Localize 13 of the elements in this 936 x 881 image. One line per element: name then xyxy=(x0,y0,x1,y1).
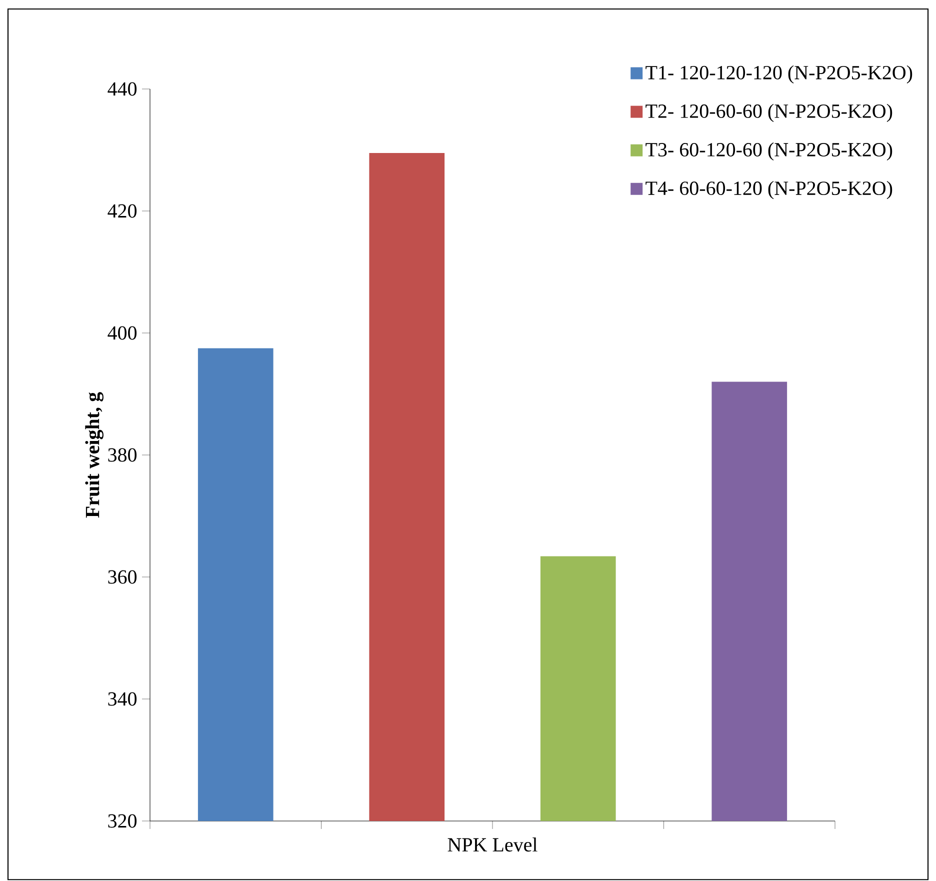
legend-label: T2- 120-60-60 (N-P2O5-K2O) xyxy=(646,104,892,122)
y-tick-label: 340 xyxy=(108,692,137,706)
legend-label: T4- 60-60-120 (N-P2O5-K2O) xyxy=(646,180,892,200)
y-axis-title: Fruit weight, g xyxy=(85,392,104,518)
y-tick-label: 440 xyxy=(108,82,137,96)
legend-label: T1- 120-120-120 (N-P2O5-K2O) xyxy=(646,65,912,84)
legend-label: T3- 60-120-60 (N-P2O5-K2O) xyxy=(646,142,892,161)
y-tick-label: 320 xyxy=(108,814,137,828)
y-tick-label: 420 xyxy=(108,204,137,218)
x-axis-title: NPK Level xyxy=(448,838,538,852)
y-tick-label: 400 xyxy=(108,326,137,340)
y-tick-label: 380 xyxy=(108,448,137,462)
y-tick-label: 360 xyxy=(108,570,137,584)
